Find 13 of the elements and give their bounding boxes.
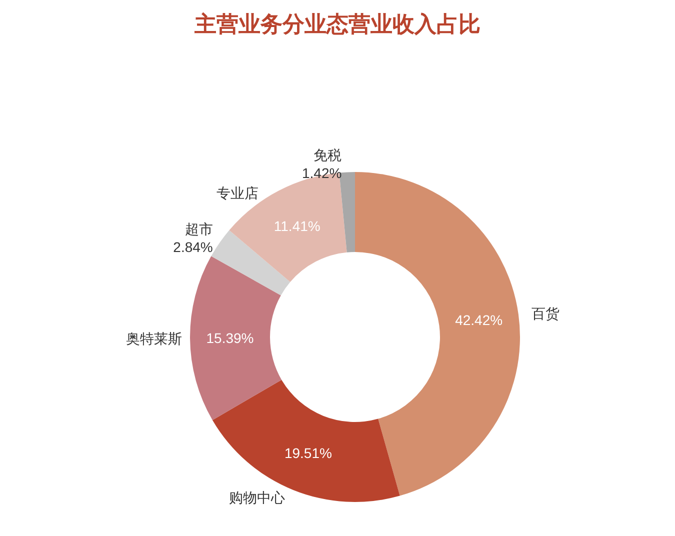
- slice-label: 专业店: [216, 185, 258, 202]
- slice-label: 超市: [184, 221, 213, 238]
- slice-label: 百货: [531, 305, 560, 322]
- data-label: 19.51%: [284, 444, 332, 461]
- chart-title: 主营业务分业态营业收入占比: [194, 12, 480, 36]
- slice-label: 免税: [314, 147, 342, 164]
- data-label: 11.41%: [274, 218, 320, 234]
- data-label: 42.42%: [455, 312, 503, 328]
- data-label: 2.84%: [173, 239, 213, 256]
- slice-label: 购物中心: [229, 489, 286, 506]
- data-label: 1.42%: [302, 165, 342, 182]
- data-label: 15.39%: [206, 330, 254, 346]
- slice-label: 奥特莱斯: [126, 330, 182, 346]
